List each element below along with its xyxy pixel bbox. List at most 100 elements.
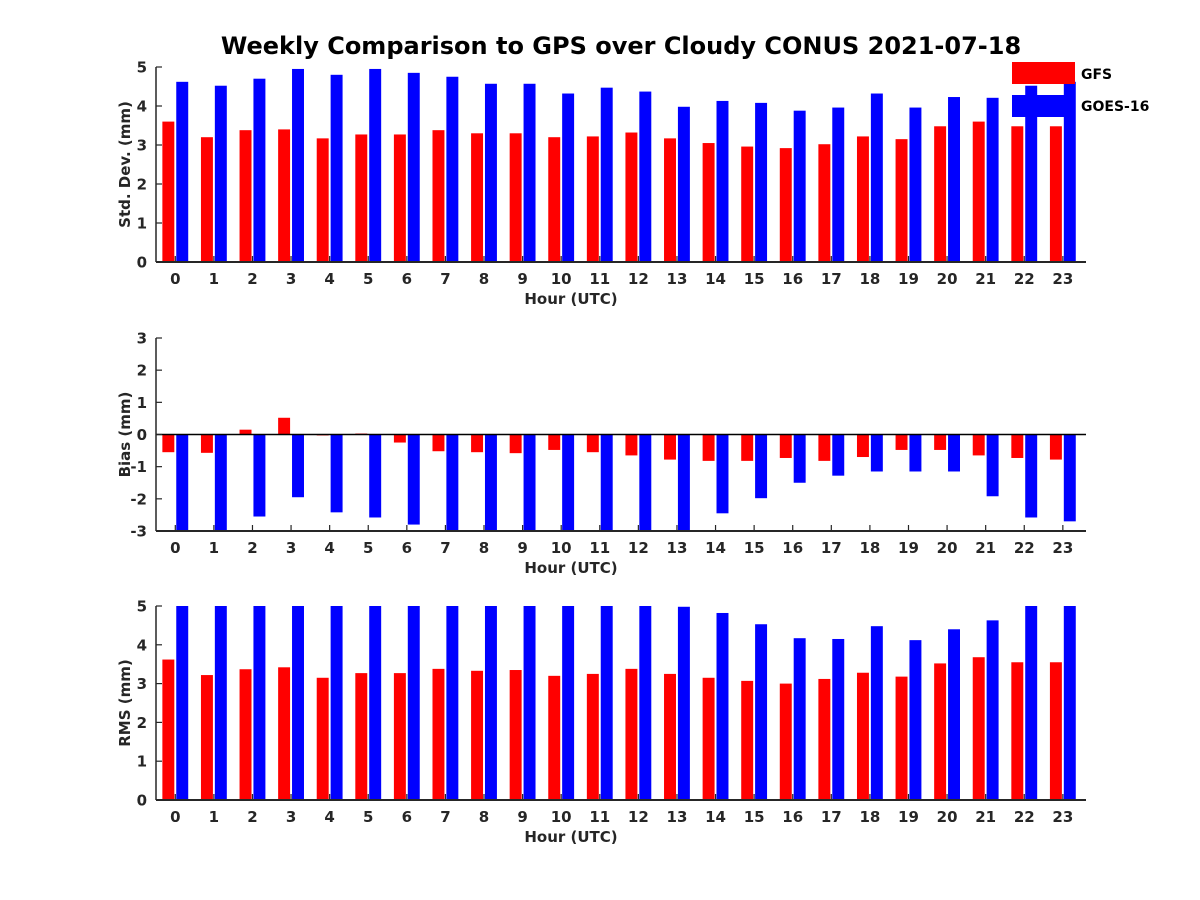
bar-gfs-hour-9 bbox=[509, 133, 522, 262]
bar-goes16-hour-15 bbox=[755, 102, 768, 262]
y-tick-label: 3 bbox=[137, 137, 147, 155]
y-tick-label: 1 bbox=[137, 753, 147, 771]
bar-goes16-hour-20 bbox=[948, 97, 960, 262]
y-tick-label: 0 bbox=[137, 426, 147, 444]
x-tick-label: 9 bbox=[517, 808, 527, 826]
bar-goes16-hour-21 bbox=[986, 620, 999, 800]
bar-goes16-hour-7 bbox=[446, 76, 459, 262]
y-tick-label: -3 bbox=[130, 523, 147, 541]
y-tick-label: 2 bbox=[137, 176, 147, 194]
legend: GFS GOES-16 bbox=[1012, 62, 1149, 117]
x-tick-label: 22 bbox=[1014, 270, 1035, 288]
x-tick-label: 23 bbox=[1052, 808, 1073, 826]
y-tick-label: 5 bbox=[137, 598, 147, 616]
x-tick-label: 3 bbox=[286, 808, 296, 826]
legend-swatch-goes16 bbox=[1012, 95, 1075, 117]
bar-goes16-hour-16 bbox=[793, 638, 806, 800]
y-tick-label: 0 bbox=[137, 792, 147, 810]
bar-goes16-hour-18 bbox=[870, 93, 883, 263]
bar-gfs-hour-11 bbox=[586, 434, 599, 453]
bar-goes16-hour-8 bbox=[484, 434, 497, 531]
bar-goes16-hour-10 bbox=[562, 93, 575, 263]
bar-goes16-hour-8 bbox=[484, 83, 497, 263]
x-tick-label: 4 bbox=[324, 270, 334, 288]
bar-goes16-hour-20 bbox=[948, 434, 960, 472]
bar-goes16-hour-23 bbox=[1063, 606, 1076, 800]
bar-goes16-hour-1 bbox=[214, 434, 227, 531]
bar-gfs-hour-19 bbox=[895, 676, 908, 800]
bar-gfs-hour-1 bbox=[200, 137, 213, 262]
bar-goes16-hour-17 bbox=[832, 434, 845, 476]
x-tick-label: 6 bbox=[402, 539, 412, 557]
bar-gfs-hour-23 bbox=[1049, 434, 1062, 460]
x-tick-label: 8 bbox=[479, 270, 489, 288]
x-tick-label: 13 bbox=[667, 270, 688, 288]
bar-gfs-hour-6 bbox=[393, 434, 406, 443]
x-tick-label: 5 bbox=[363, 539, 373, 557]
bar-gfs-hour-17 bbox=[818, 434, 831, 461]
bar-goes16-hour-17 bbox=[832, 638, 845, 800]
x-tick-label: 12 bbox=[628, 808, 649, 826]
x-tick-label: 22 bbox=[1014, 539, 1035, 557]
bar-gfs-hour-15 bbox=[741, 146, 754, 262]
bar-goes16-hour-13 bbox=[677, 606, 690, 800]
bar-gfs-hour-23 bbox=[1049, 126, 1062, 262]
bar-goes16-hour-18 bbox=[870, 434, 883, 472]
bar-goes16-hour-19 bbox=[909, 434, 922, 472]
bar-goes16-hour-14 bbox=[716, 434, 729, 514]
x-tick-label: 18 bbox=[859, 808, 880, 826]
bar-gfs-hour-9 bbox=[509, 670, 522, 800]
y-tick-label: -2 bbox=[130, 490, 147, 508]
bar-goes16-hour-20 bbox=[948, 629, 960, 800]
x-tick-label: 9 bbox=[517, 539, 527, 557]
bar-gfs-hour-11 bbox=[586, 673, 599, 800]
bar-goes16-hour-16 bbox=[793, 110, 806, 263]
bar-gfs-hour-12 bbox=[625, 132, 638, 262]
x-tick-label: 11 bbox=[589, 539, 610, 557]
x-tick-label: 2 bbox=[247, 808, 257, 826]
bar-gfs-hour-18 bbox=[856, 672, 869, 800]
bar-gfs-hour-14 bbox=[702, 434, 715, 461]
bar-gfs-hour-4 bbox=[316, 138, 329, 262]
bar-gfs-hour-14 bbox=[702, 677, 715, 800]
bar-gfs-hour-11 bbox=[586, 136, 599, 262]
x-tick-label: 23 bbox=[1052, 539, 1073, 557]
y-tick-label: 3 bbox=[137, 330, 147, 348]
bar-gfs-hour-4 bbox=[316, 677, 329, 800]
bar-gfs-hour-20 bbox=[934, 434, 947, 450]
x-tick-label: 17 bbox=[821, 808, 842, 826]
x-tick-label: 20 bbox=[937, 539, 958, 557]
x-tick-label: 1 bbox=[209, 539, 219, 557]
bar-goes16-hour-3 bbox=[292, 434, 304, 498]
bar-goes16-hour-14 bbox=[716, 612, 729, 800]
x-tick-label: 11 bbox=[589, 808, 610, 826]
x-tick-label: 13 bbox=[667, 808, 688, 826]
bar-goes16-hour-21 bbox=[986, 97, 999, 262]
y-tick-label: 5 bbox=[137, 59, 147, 77]
bar-gfs-hour-7 bbox=[432, 130, 445, 262]
x-tick-label: 17 bbox=[821, 539, 842, 557]
x-tick-label: 0 bbox=[170, 539, 180, 557]
bar-gfs-hour-15 bbox=[741, 680, 754, 800]
x-tick-label: 6 bbox=[402, 270, 412, 288]
y-tick-label: 3 bbox=[137, 675, 147, 693]
bar-gfs-hour-22 bbox=[1011, 662, 1024, 800]
bar-goes16-hour-9 bbox=[523, 83, 536, 263]
bar-gfs-hour-12 bbox=[625, 668, 638, 800]
bar-goes16-hour-1 bbox=[214, 85, 227, 262]
x-tick-label: 21 bbox=[975, 808, 996, 826]
bar-gfs-hour-8 bbox=[471, 670, 484, 800]
bar-gfs-hour-20 bbox=[934, 663, 947, 800]
bar-goes16-hour-13 bbox=[677, 434, 690, 531]
bar-goes16-hour-1 bbox=[214, 606, 227, 800]
x-tick-label: 12 bbox=[628, 270, 649, 288]
bar-gfs-hour-10 bbox=[548, 675, 561, 800]
bar-gfs-hour-18 bbox=[856, 434, 869, 458]
bar-goes16-hour-23 bbox=[1063, 434, 1076, 522]
bar-goes16-hour-22 bbox=[1025, 606, 1038, 800]
bar-goes16-hour-11 bbox=[600, 606, 613, 800]
bar-goes16-hour-4 bbox=[330, 74, 343, 262]
x-tick-label: 7 bbox=[440, 808, 450, 826]
bar-gfs-hour-3 bbox=[278, 667, 291, 800]
